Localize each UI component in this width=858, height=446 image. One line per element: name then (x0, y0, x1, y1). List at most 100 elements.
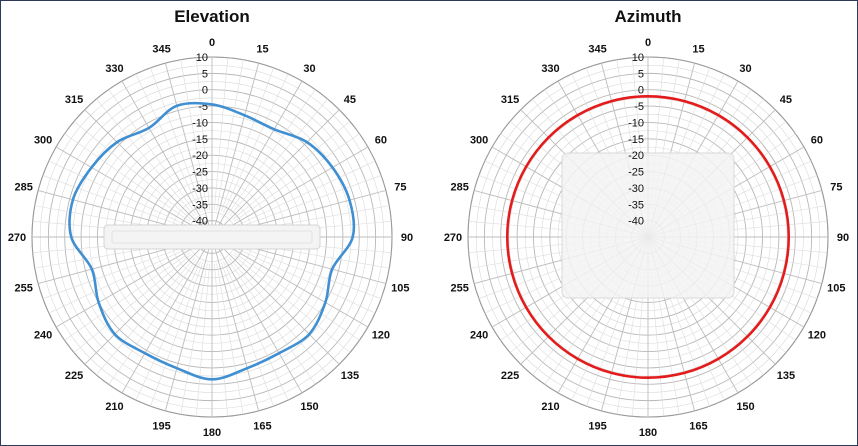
radial-tick-label: 5 (202, 68, 208, 80)
antenna-image (103, 224, 321, 250)
radial-tick-label: -35 (192, 199, 208, 211)
radial-tick-label: 0 (202, 85, 208, 97)
grid-spoke (237, 245, 382, 299)
angular-tick-label: 60 (375, 135, 387, 147)
series-line (68, 101, 356, 381)
radial-tick-label: -25 (192, 167, 208, 179)
grid-spoke (211, 80, 303, 238)
radial-tick-labels: 10 5 0 -5 -10 -15 -20 -25 -30 -35 -40 (192, 52, 208, 228)
grid-spoke (121, 80, 213, 238)
radial-tick-label: -10 (192, 117, 208, 129)
angular-tick-label: 345 (152, 44, 170, 56)
grid-spoke (196, 263, 210, 417)
angular-tick-label: 195 (152, 420, 170, 432)
angular-tick-label: 180 (203, 427, 221, 439)
grid-spoke (211, 236, 260, 411)
angular-tick-label: 30 (739, 63, 751, 75)
grid-spoke (135, 73, 201, 213)
grid-spoke (196, 57, 210, 211)
angular-tick-label: 15 (692, 44, 704, 56)
grid-spoke (164, 236, 213, 411)
grid-spoke (211, 236, 369, 328)
grid-spoke (236, 248, 376, 314)
angular-tick-label: 240 (34, 330, 52, 342)
radial-tick-label: -15 (192, 134, 208, 146)
grid-spoke (42, 175, 187, 229)
grid-spoke (211, 109, 340, 238)
radial-tick-labels: 10 5 0 -5 -10 -15 -20 -25 -30 -35 -40 (628, 52, 644, 228)
angular-tick-label: 120 (808, 330, 826, 342)
grid-spoke (229, 257, 328, 376)
elevation-chart: Elevation1050-5-10-15-20-25-30-35-400153… (8, 7, 413, 439)
grid-spoke (223, 73, 289, 213)
grid-spoke (236, 160, 376, 226)
radial-tick-label: 10 (196, 52, 208, 64)
angular-tick-label: 0 (209, 37, 215, 49)
angular-tick-label: 300 (34, 135, 52, 147)
angular-tick-label: 270 (444, 232, 462, 244)
angular-tick-label: 285 (14, 182, 32, 194)
radial-tick-label: -30 (192, 183, 208, 195)
grid-spoke (216, 59, 244, 211)
angular-tick-labels: 0153045607590105120135150165180195210225… (444, 37, 849, 439)
angular-tick-label: 330 (541, 63, 559, 75)
grid-spoke (214, 57, 228, 211)
grid-spoke (42, 245, 187, 299)
grid-spoke (55, 146, 213, 238)
chart-title: Azimuth (614, 7, 681, 26)
grid-spoke (214, 263, 228, 417)
angular-tick-label: 180 (639, 427, 657, 439)
angular-tick-label: 315 (501, 94, 519, 106)
grid-spoke (150, 67, 204, 212)
radial-tick-label: 5 (638, 68, 644, 80)
grid-spoke (48, 248, 188, 314)
angular-tick-label: 45 (344, 94, 356, 106)
polar-grid (467, 56, 829, 418)
grid-spoke (73, 121, 192, 220)
grid-spoke (108, 258, 197, 385)
angular-tick-label: 45 (780, 94, 792, 106)
azimuth-chart: Azimuth1050-5-10-15-20-25-30-35-40015304… (444, 7, 849, 439)
angular-tick-label: 150 (300, 401, 318, 413)
grid-spoke (180, 263, 208, 415)
angular-tick-label: 315 (65, 94, 83, 106)
antenna-image (561, 152, 735, 299)
radial-tick-label: -25 (628, 167, 644, 179)
angular-tick-label: 255 (450, 282, 468, 294)
grid-spoke (211, 63, 260, 238)
grid-spoke (48, 160, 188, 226)
angular-tick-label: 300 (470, 135, 488, 147)
radial-tick-label: -15 (628, 134, 644, 146)
radial-tick-label: -20 (192, 150, 208, 162)
angular-tick-label: 225 (501, 370, 519, 382)
radial-tick-label: -10 (628, 117, 644, 129)
angular-tick-label: 0 (645, 37, 651, 49)
angular-tick-label: 30 (303, 63, 315, 75)
grid-spoke (237, 175, 382, 229)
angular-tick-label: 210 (105, 401, 123, 413)
grid-spoke (121, 236, 213, 394)
grid-spoke (220, 262, 274, 407)
grid-spoke (55, 236, 213, 328)
radial-tick-label: 0 (638, 85, 644, 97)
radial-tick-label: -5 (198, 101, 208, 113)
grid-spoke (64, 252, 191, 341)
grid-spoke (135, 261, 201, 401)
angular-tick-label: 75 (394, 182, 406, 194)
angular-tick-label: 345 (588, 44, 606, 56)
angular-tick-label: 225 (65, 370, 83, 382)
angular-tick-label: 330 (105, 63, 123, 75)
grid-spoke (216, 263, 244, 415)
radial-tick-label: 10 (632, 52, 644, 64)
angular-tick-label: 15 (256, 44, 268, 56)
angular-tick-label: 195 (588, 420, 606, 432)
grid-spoke (227, 89, 316, 216)
grid-spoke (211, 236, 303, 394)
angular-tick-label: 90 (401, 232, 413, 244)
grid-spoke (180, 59, 208, 211)
radial-tick-label: -30 (628, 183, 644, 195)
grid-spoke (73, 254, 192, 353)
grid-spoke (220, 67, 274, 212)
grid-spoke (150, 262, 204, 407)
